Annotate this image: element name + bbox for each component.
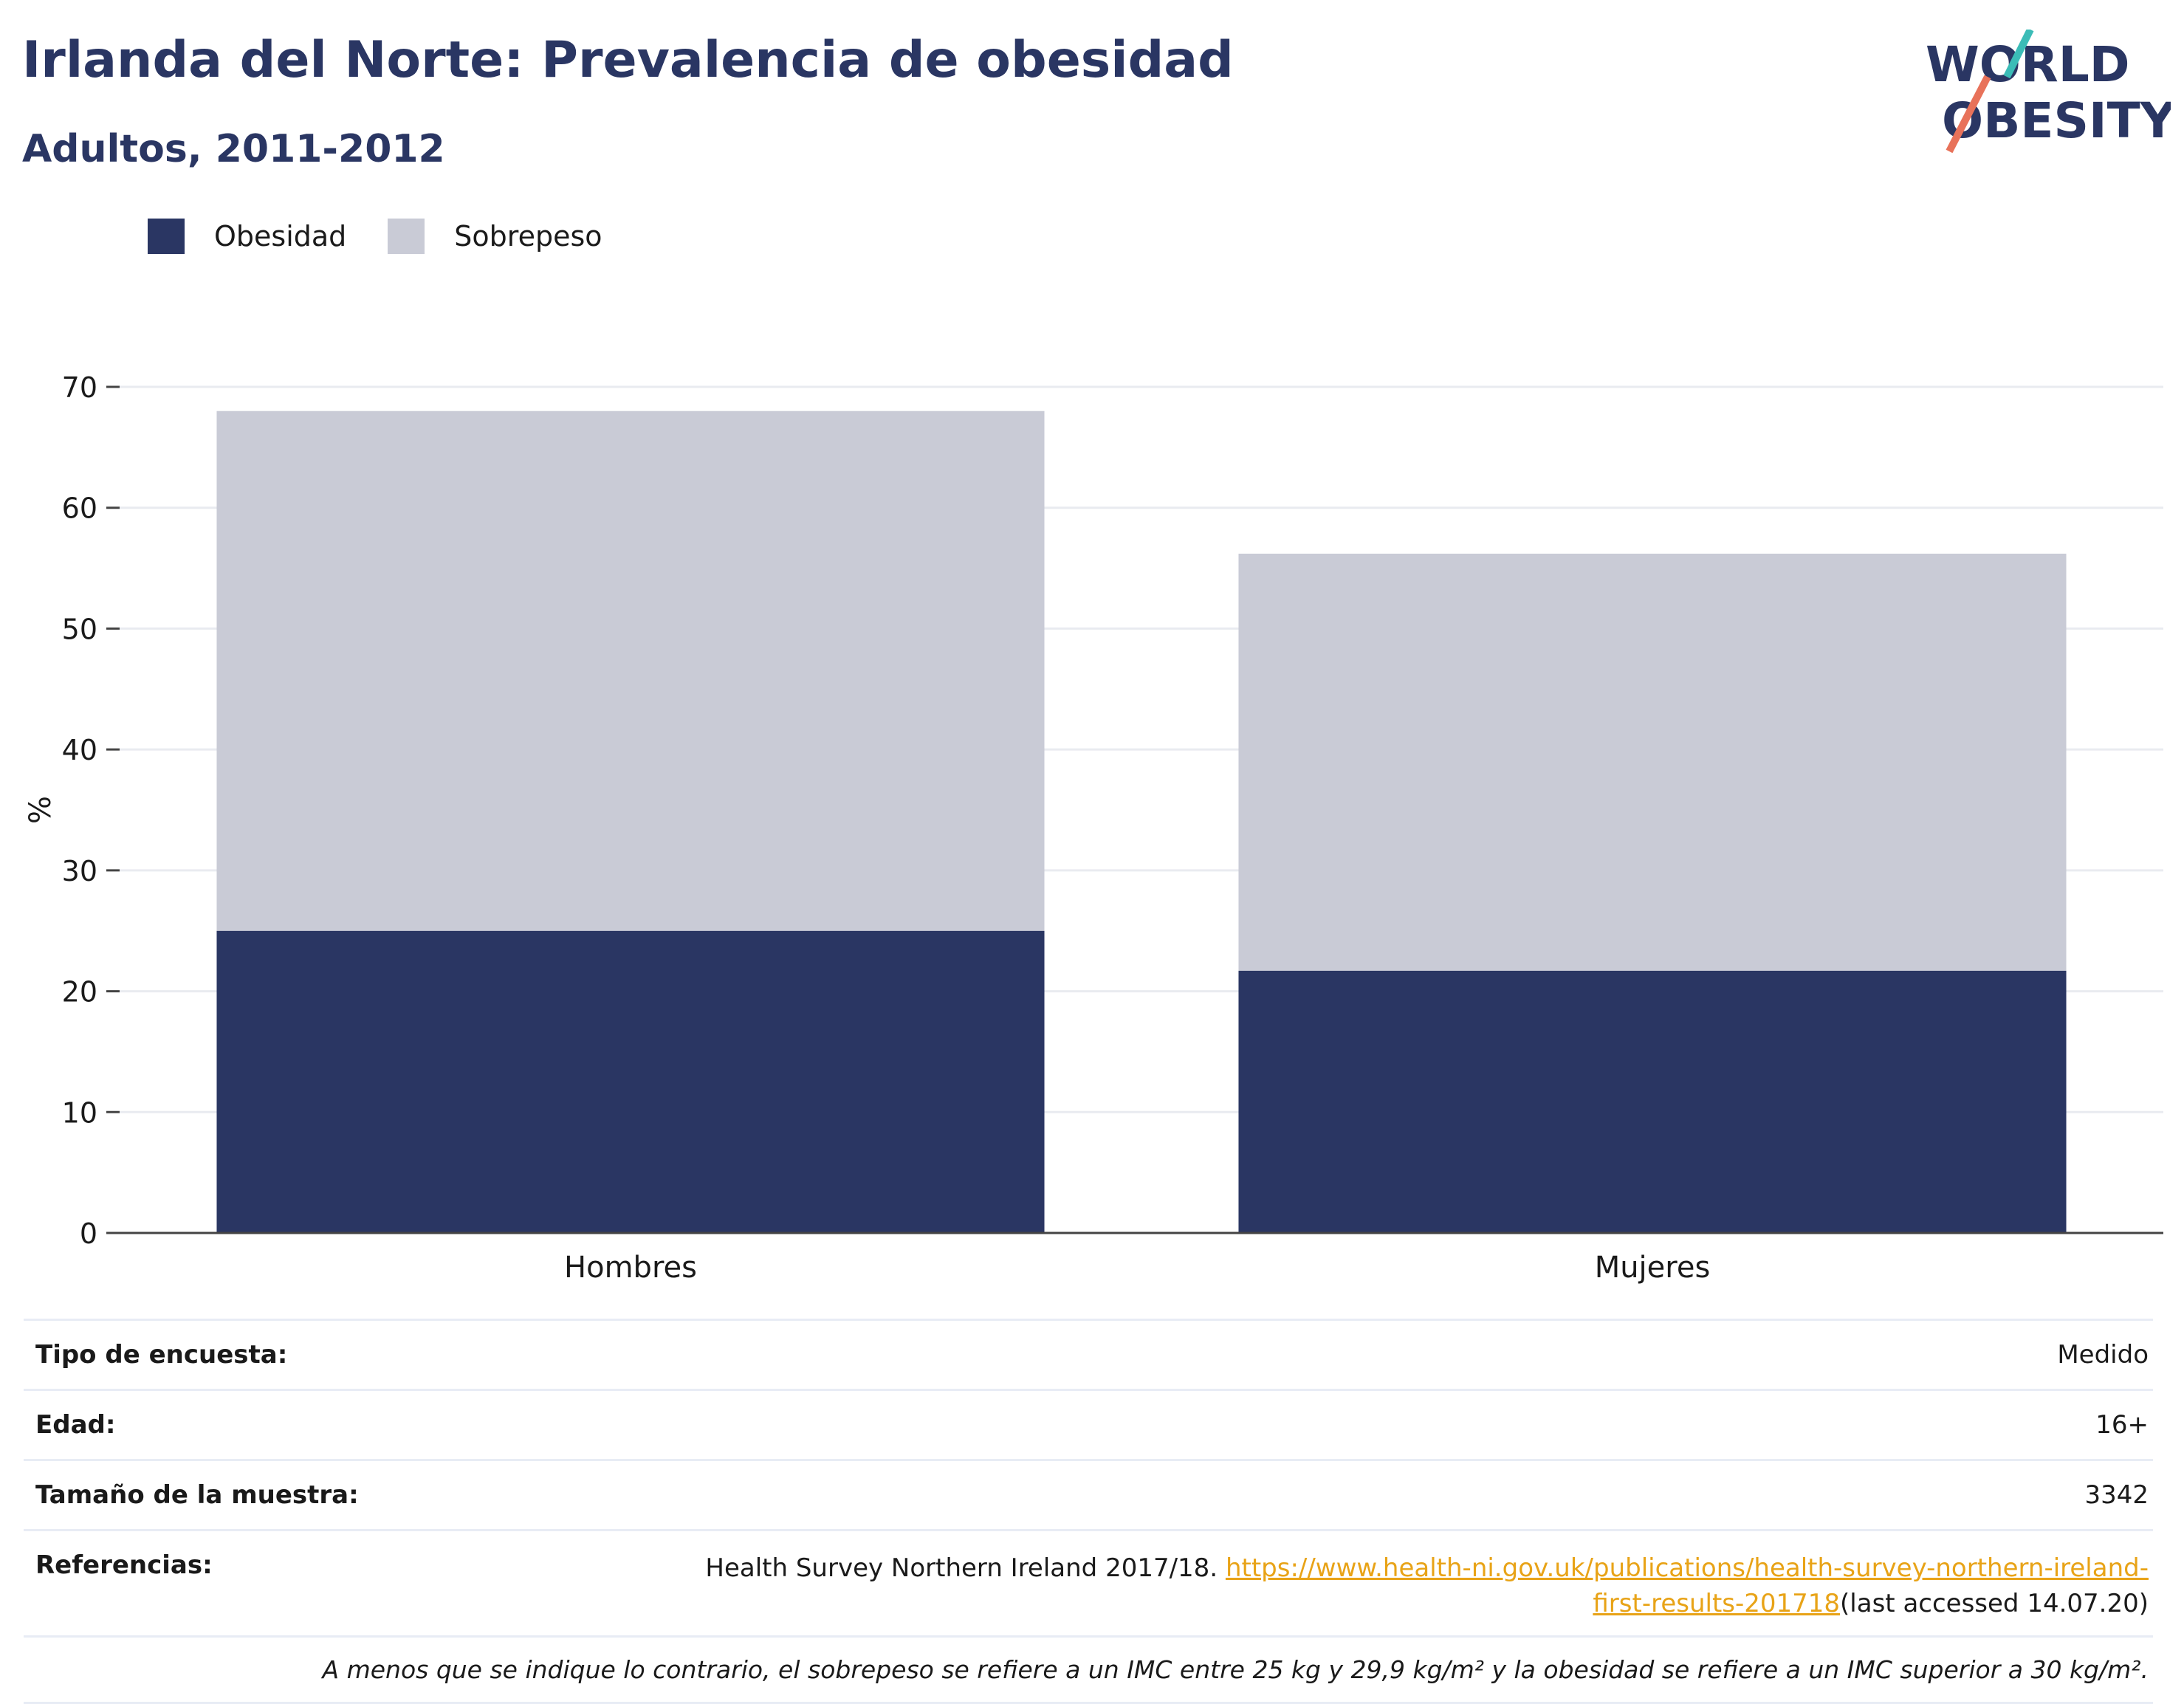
x-tick-label: Mujeres	[1595, 1251, 1711, 1285]
bar-obesity-mujeres	[1238, 970, 2067, 1233]
y-tick-label: 10	[62, 1096, 97, 1129]
info-row-survey-type: Tipo de encuesta: Medido	[24, 1319, 2153, 1389]
world-obesity-logo: WORLD OBESITY	[1926, 30, 2171, 154]
references-link[interactable]: https://www.health-ni.gov.uk/publication…	[1225, 1553, 2149, 1619]
y-tick-label: 70	[62, 371, 97, 404]
legend-swatch-overweight	[388, 219, 425, 254]
age-label: Edad:	[35, 1410, 116, 1440]
logo-slash-teal	[2003, 30, 2034, 79]
legend-swatch-obesity	[148, 219, 185, 254]
logo-line-1: WORLD	[1926, 36, 2130, 93]
info-row-references: Referencias: Health Survey Northern Irel…	[24, 1529, 2153, 1635]
references-value: Health Survey Northern Ireland 2017/18. …	[672, 1550, 2153, 1622]
age-value: 16+	[2095, 1410, 2149, 1440]
y-tick-label: 20	[62, 976, 97, 1009]
y-tick-label: 30	[62, 855, 97, 887]
legend-item-obesity[interactable]: Obesidad	[148, 219, 346, 254]
stacked-bar-chart: 0 10 20 30 40 50 60 70% Hombres Mujeres	[24, 371, 2163, 1285]
chart-legend: Obesidad Sobrepeso	[148, 219, 644, 254]
survey-info-table: Tipo de encuesta: Medido Edad: 16+ Tamañ…	[24, 1319, 2153, 1704]
y-axis-label: %	[24, 796, 58, 824]
legend-label-obesity: Obesidad	[214, 220, 347, 252]
chart-title: Irlanda del Norte: Prevalencia de obesid…	[22, 31, 1234, 89]
definition-note: A menos que se indique lo contrario, el …	[24, 1635, 2153, 1704]
sample-size-label: Tamaño de la muestra:	[35, 1480, 359, 1510]
info-row-age: Edad: 16+	[24, 1389, 2153, 1459]
survey-type-value: Medido	[2057, 1340, 2149, 1370]
y-tick-label: 0	[80, 1217, 97, 1250]
legend-label-overweight: Sobrepeso	[454, 220, 602, 252]
y-tick-label: 40	[62, 734, 97, 766]
y-tick-label: 50	[62, 613, 97, 645]
bar-obesity-hombres	[216, 930, 1045, 1233]
bar-overweight-hombres	[216, 410, 1045, 931]
chart-subtitle: Adultos, 2011-2012	[22, 127, 445, 171]
y-tick-label: 60	[62, 492, 97, 525]
bar-overweight-mujeres	[1238, 553, 2067, 971]
sample-size-value: 3342	[2084, 1480, 2149, 1510]
references-text: Health Survey Northern Ireland 2017/18.	[705, 1553, 1226, 1583]
references-suffix: (last accessed 14.07.20)	[1840, 1589, 2149, 1619]
references-label: Referencias:	[35, 1550, 213, 1580]
logo-line-2: OBESITY	[1942, 92, 2171, 149]
logo-slash-coral	[1946, 75, 1991, 154]
survey-type-label: Tipo de encuesta:	[35, 1340, 288, 1370]
x-tick-label: Hombres	[564, 1251, 697, 1285]
info-row-sample-size: Tamaño de la muestra: 3342	[24, 1459, 2153, 1529]
legend-item-overweight[interactable]: Sobrepeso	[388, 219, 602, 254]
